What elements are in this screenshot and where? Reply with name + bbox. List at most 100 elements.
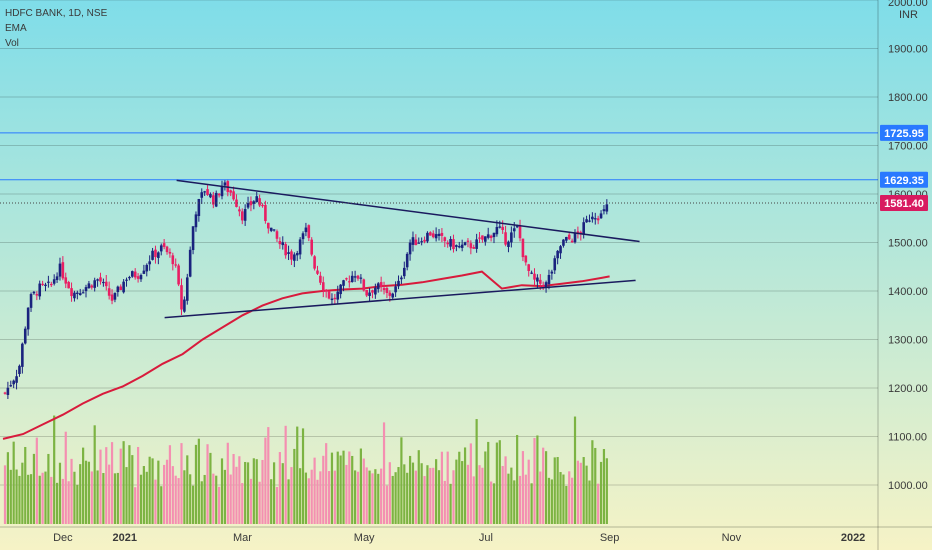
volume-bar — [330, 452, 334, 524]
volume-bar — [365, 467, 368, 524]
candle-body — [272, 229, 276, 231]
volume-bar — [136, 446, 140, 524]
candle-body — [58, 263, 62, 277]
candle-body — [562, 239, 565, 246]
price-tag-box — [880, 124, 928, 141]
candle-body — [362, 279, 366, 291]
candle-body — [212, 195, 215, 205]
volume-bar — [70, 458, 73, 524]
trendline-1 — [176, 179, 640, 243]
volume-bar — [492, 483, 496, 524]
volume-bar — [533, 437, 536, 524]
candle-body — [177, 265, 180, 285]
candle-body — [536, 277, 539, 282]
volume-bar — [131, 455, 134, 524]
candle-body — [139, 274, 143, 280]
volume-bar — [585, 465, 588, 524]
volume-bar — [475, 419, 478, 524]
candle-body — [379, 282, 383, 287]
candle-body — [440, 232, 444, 236]
volume-bar — [9, 469, 12, 524]
volume-bar — [258, 481, 261, 524]
volume-bar — [571, 477, 574, 524]
volume-bar — [82, 447, 85, 524]
candle-body — [518, 225, 522, 239]
candle-body — [29, 294, 33, 308]
candle-body — [151, 250, 154, 260]
candle-body — [478, 237, 481, 239]
volume-bar — [183, 470, 186, 524]
y-tick-label: 1200.00 — [888, 383, 928, 395]
volume-bar — [382, 422, 386, 524]
candle-body — [495, 226, 499, 235]
candle-body — [133, 271, 137, 278]
volume-bar — [495, 442, 498, 524]
candle-body — [457, 246, 461, 248]
candle-body — [371, 290, 374, 293]
volume-bar — [296, 426, 299, 524]
candle-body — [145, 264, 149, 272]
candle-body — [489, 235, 493, 239]
volume-bar — [29, 474, 33, 524]
volume-bar — [15, 469, 18, 524]
volume-bar — [139, 474, 143, 524]
volume-bar — [252, 458, 255, 524]
candle-body — [99, 277, 102, 282]
candle-body — [32, 291, 36, 294]
volume-bar — [96, 470, 99, 524]
candle-body — [521, 238, 525, 258]
candle-body — [420, 241, 423, 243]
symbol-title[interactable]: HDFC BANK, 1D, NSE — [5, 8, 108, 19]
x-tick-label: Sep — [600, 532, 620, 544]
candle-body — [183, 299, 186, 312]
candle-body — [339, 284, 342, 295]
x-tick-label: 2021 — [112, 532, 136, 544]
volume-bar — [565, 485, 568, 524]
volume-bar — [255, 459, 258, 524]
candle-body — [290, 251, 293, 260]
candle-body — [223, 182, 227, 186]
candle-body — [119, 286, 123, 291]
volume-bar — [108, 464, 111, 524]
price-tag-box — [880, 195, 928, 212]
ema-indicator-label[interactable]: EMA — [5, 23, 27, 34]
candle-body — [414, 239, 418, 246]
volume-bar — [287, 479, 290, 524]
volume-bar — [122, 441, 125, 524]
chart-legend: HDFC BANK, 1D, NSE EMA Vol — [5, 6, 107, 51]
volume-bar — [125, 467, 128, 524]
candle-body — [316, 270, 319, 274]
candle-body — [576, 231, 580, 233]
candle-body — [107, 288, 111, 296]
volume-bar — [322, 455, 325, 524]
candle-body — [507, 241, 510, 247]
volume-indicator-label[interactable]: Vol — [5, 38, 19, 49]
candle-body — [122, 281, 125, 293]
volume-bar — [238, 456, 241, 524]
candle-body — [295, 253, 299, 256]
candle-body — [463, 242, 467, 246]
volume-bar — [429, 467, 432, 524]
volume-bar — [281, 463, 284, 524]
candle-body — [267, 222, 270, 229]
price-tag-box — [880, 171, 928, 188]
candle-body — [165, 246, 169, 253]
y-tick-label: 1800.00 — [888, 92, 928, 104]
volume-bar — [325, 443, 328, 524]
candle-body — [47, 281, 50, 283]
candle-body — [96, 279, 99, 281]
candle-body — [41, 283, 44, 285]
candle-body — [559, 246, 562, 254]
candle-body — [553, 258, 557, 271]
volume-bar — [489, 481, 493, 524]
candle-body — [533, 273, 536, 280]
candle-body — [345, 278, 348, 280]
candle-body — [333, 297, 337, 300]
volume-bar — [307, 478, 310, 524]
candle-body — [437, 233, 441, 236]
volume-bar — [527, 459, 530, 524]
volume-bar — [119, 448, 122, 524]
